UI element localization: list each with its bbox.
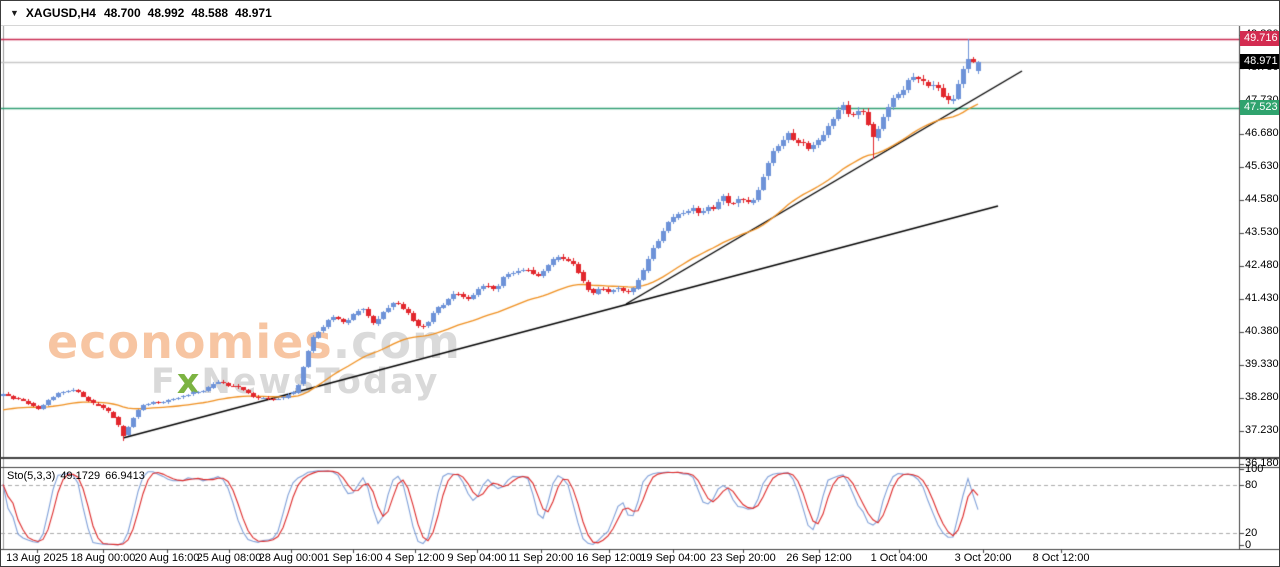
price-badge-support: 47.523 (1240, 99, 1279, 115)
time-axis-label: 28 Aug 00:00 (258, 552, 324, 564)
price-axis-label: 39.330 (1245, 358, 1279, 370)
stochastic-axis-label: 80 (1245, 479, 1258, 491)
price-axis-label: 36.180 (1245, 457, 1279, 470)
quote-high: 48.992 (147, 6, 185, 20)
time-axis-label: 9 Sep 04:00 (447, 552, 507, 564)
quote-open: 48.700 (103, 6, 141, 20)
stochastic-name: Sto(5,3,3) (7, 470, 56, 482)
time-axis-label: 18 Aug 00:00 (70, 552, 136, 564)
price-axis-label: 37.230 (1245, 424, 1279, 437)
price-axis-label: 40.380 (1245, 325, 1279, 337)
price-badge-last-price: 48.971 (1240, 53, 1279, 69)
quote-close: 48.971 (235, 6, 272, 20)
quote-low: 48.588 (191, 6, 229, 20)
time-axis-label: 1 Sep 16:00 (323, 552, 383, 564)
time-axis-label: 23 Sep 20:00 (710, 552, 776, 564)
time-axis-label: 20 Aug 16:00 (134, 552, 200, 564)
price-axis-label: 38.280 (1245, 391, 1279, 404)
time-axis-label: 4 Sep 12:00 (385, 552, 445, 564)
chart-toolbar: ▼ XAGUSD,H4 48.700 48.992 48.588 48.971 (1, 1, 1279, 26)
time-axis-label: 16 Sep 12:00 (576, 552, 642, 564)
time-axis-label: 8 Oct 12:00 (1032, 552, 1090, 564)
price-axis-label: 41.430 (1245, 292, 1279, 304)
time-axis-label: 3 Oct 20:00 (954, 552, 1012, 564)
symbol-dropdown-icon[interactable]: ▼ (10, 8, 19, 18)
stochastic-indicator-label: Sto(5,3,3) 49.1729 66.9413 (7, 470, 150, 482)
price-axis-label: 45.630 (1245, 160, 1279, 172)
stochastic-signal-value: 66.9413 (105, 470, 145, 482)
time-axis-label: 19 Sep 04:00 (640, 552, 706, 564)
symbol-period-label[interactable]: XAGUSD,H4 (25, 6, 96, 20)
stochastic-axis-label: 20 (1245, 527, 1258, 539)
price-badge-resistance: 49.716 (1240, 30, 1279, 46)
time-axis-label: 13 Aug 2025 (6, 552, 68, 564)
price-axis-label: 42.480 (1245, 259, 1279, 271)
time-axis-label: 26 Sep 12:00 (786, 552, 852, 564)
stochastic-main-value: 49.1729 (60, 470, 101, 482)
price-axis-label: 44.580 (1245, 193, 1279, 205)
price-axis-label: 43.530 (1245, 226, 1279, 238)
time-axis-label: 11 Sep 20:00 (508, 552, 574, 564)
time-axis-label: 25 Aug 08:00 (196, 552, 262, 564)
price-axis-label: 46.680 (1245, 127, 1279, 139)
time-axis-label: 1 Oct 04:00 (870, 552, 928, 564)
stochastic-axis-label: 0 (1245, 539, 1252, 551)
stochastic-axis-label: 100 (1245, 463, 1264, 475)
